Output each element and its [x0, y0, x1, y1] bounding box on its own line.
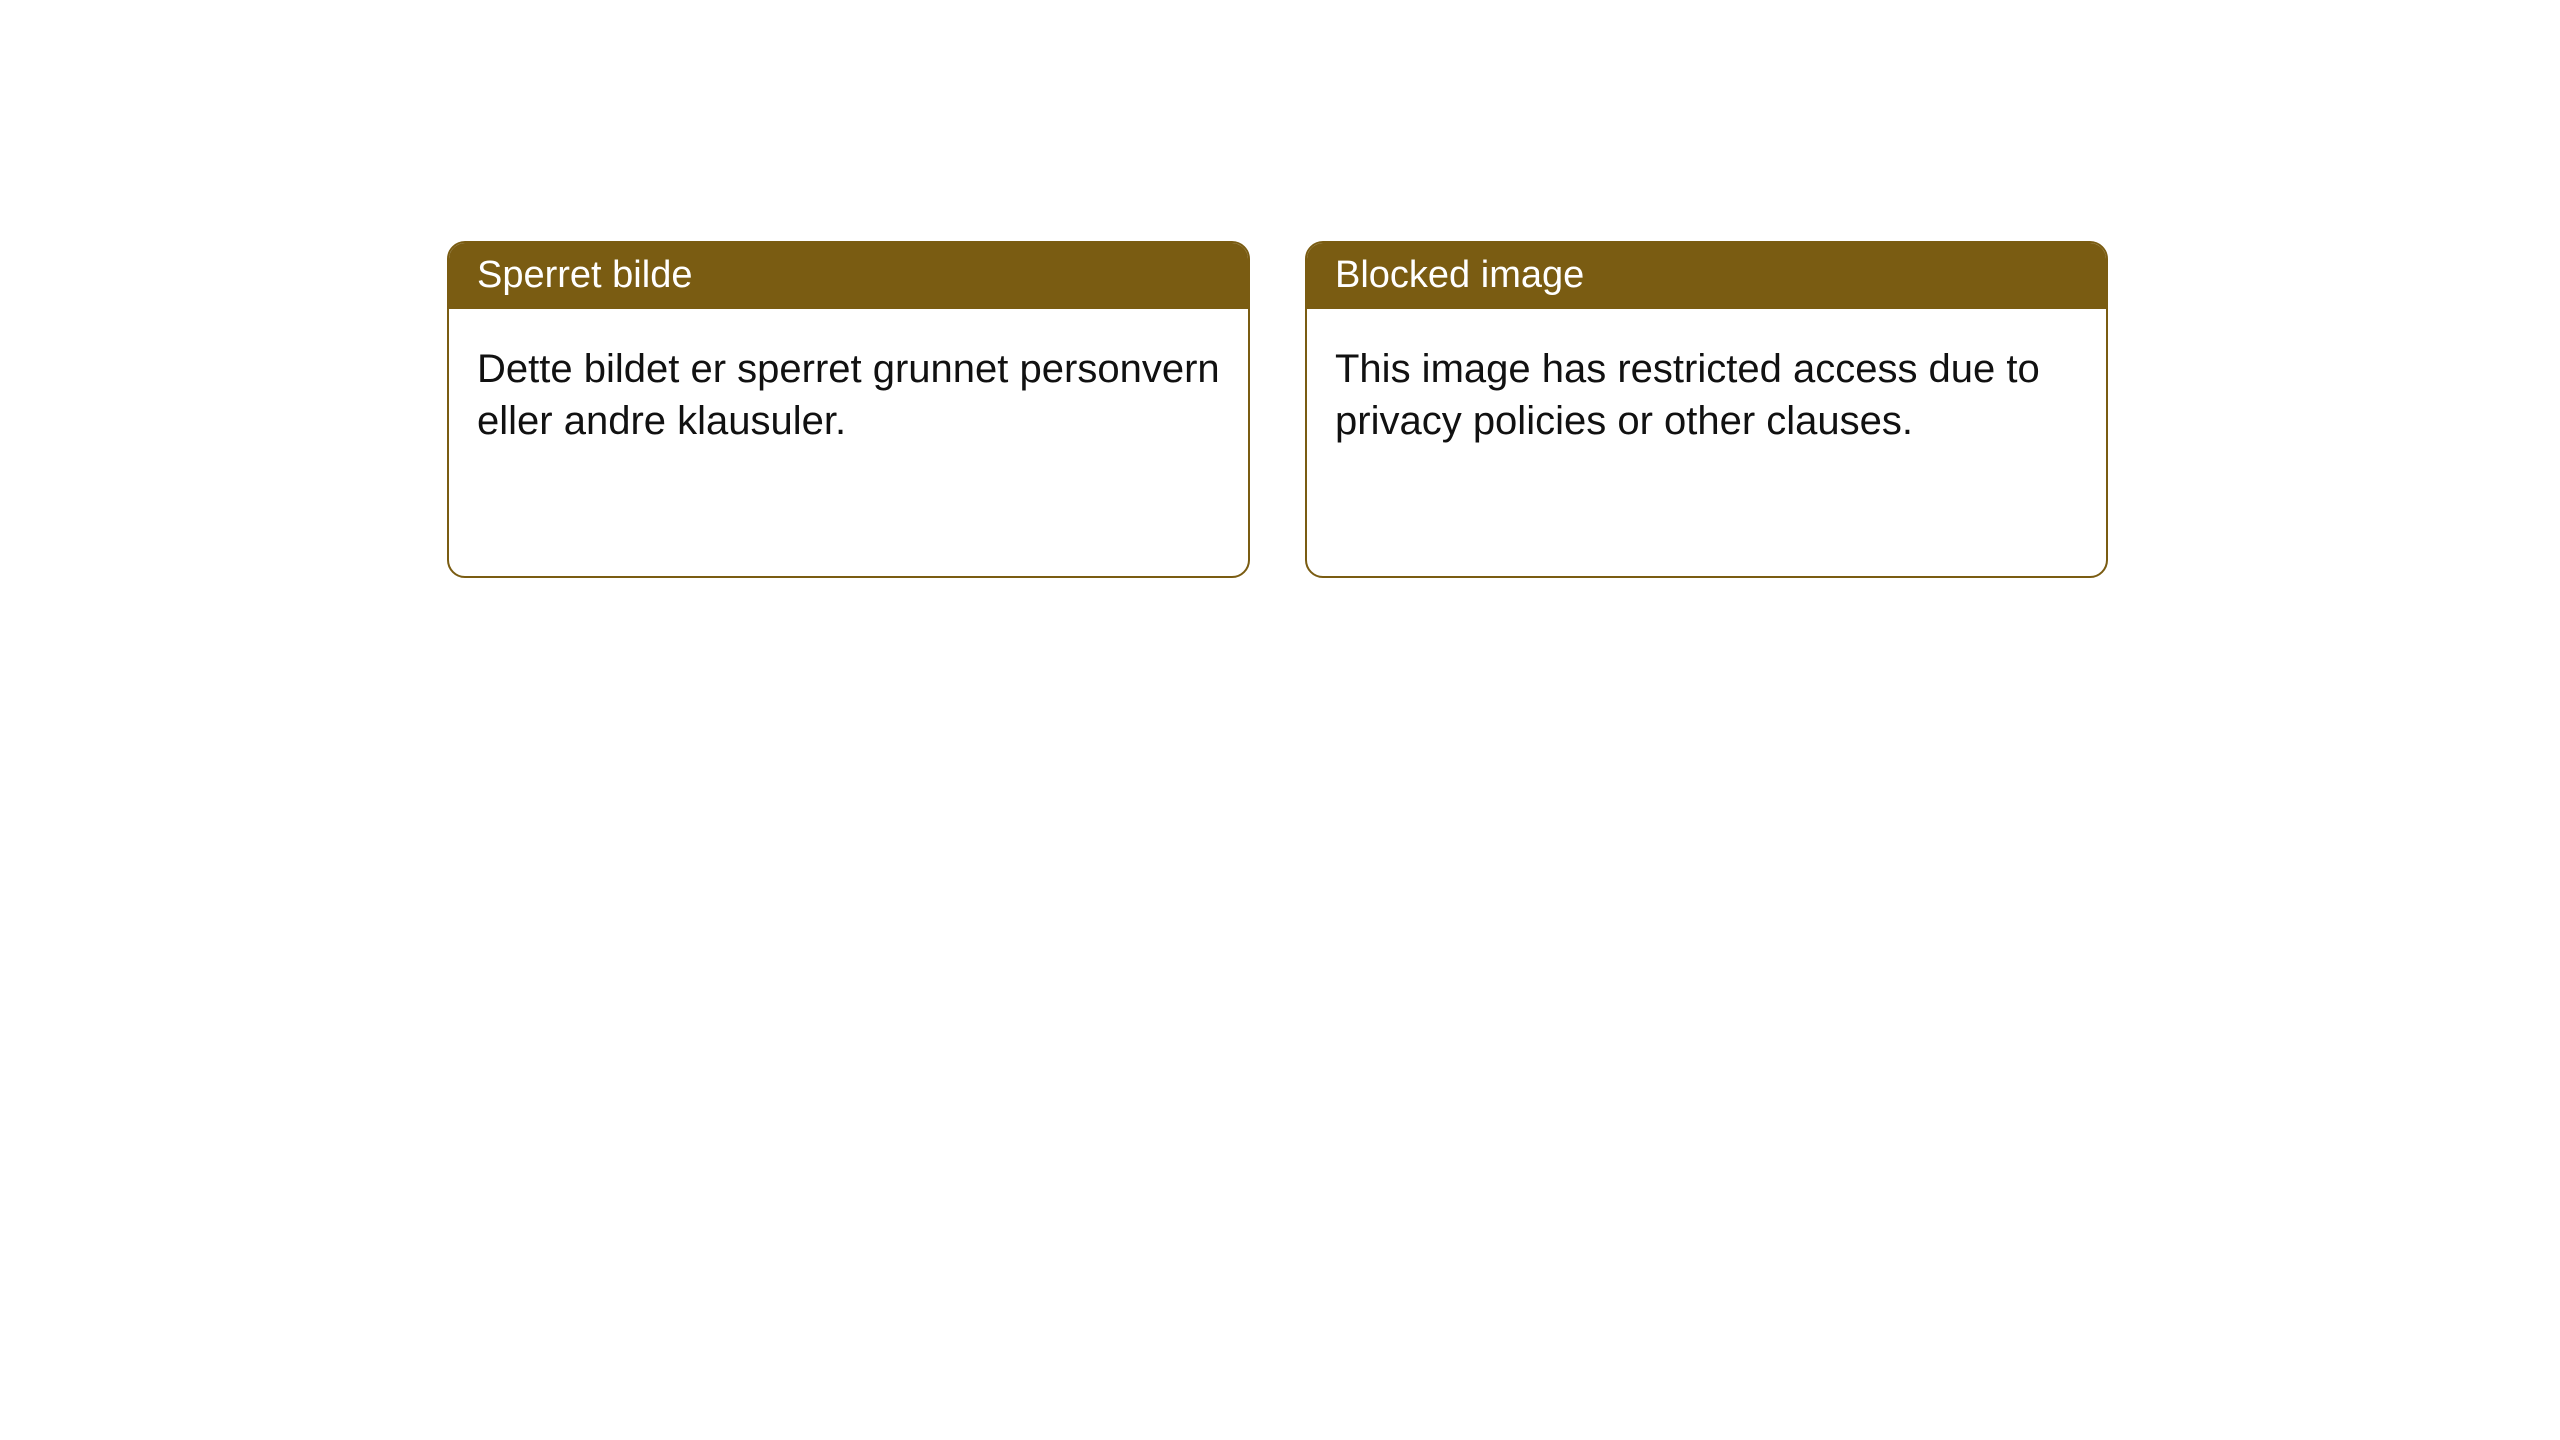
notice-card-norwegian: Sperret bilde Dette bildet er sperret gr… — [447, 241, 1250, 578]
notice-body: Dette bildet er sperret grunnet personve… — [449, 309, 1248, 481]
notice-message: Dette bildet er sperret grunnet personve… — [477, 347, 1220, 443]
notice-title: Sperret bilde — [477, 254, 692, 296]
notice-title: Blocked image — [1335, 254, 1584, 296]
notice-header: Sperret bilde — [449, 243, 1248, 309]
notice-container: Sperret bilde Dette bildet er sperret gr… — [447, 241, 2108, 578]
notice-body: This image has restricted access due to … — [1307, 309, 2106, 481]
notice-card-english: Blocked image This image has restricted … — [1305, 241, 2108, 578]
notice-header: Blocked image — [1307, 243, 2106, 309]
notice-message: This image has restricted access due to … — [1335, 347, 2040, 443]
